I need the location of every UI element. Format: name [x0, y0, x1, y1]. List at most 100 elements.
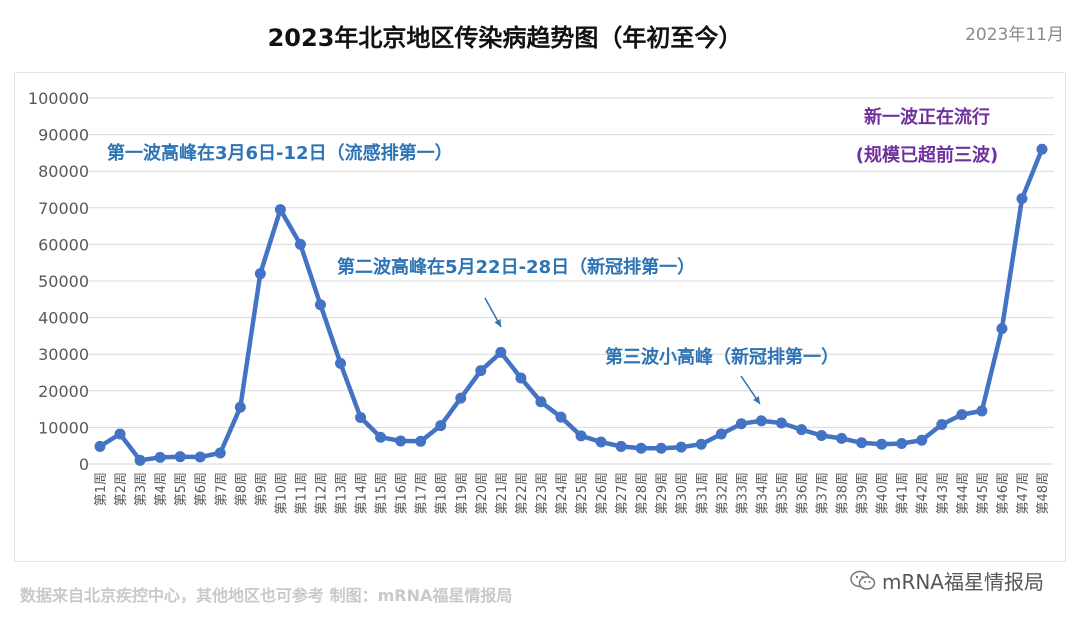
data-point: [655, 442, 667, 454]
data-point: [896, 438, 908, 450]
x-tick-label: 第14周: [355, 472, 370, 515]
y-tick-label: 50000: [38, 272, 89, 291]
data-point: [816, 429, 828, 441]
annotation-label: 新一波正在流行: [864, 106, 990, 128]
x-tick-label: 第7周: [214, 472, 229, 506]
data-point: [234, 401, 246, 413]
x-tick-label: 第15周: [375, 472, 390, 515]
x-tick-label: 第35周: [775, 472, 790, 515]
plot-frame: 0 10000 20000 30000 40000 50000 60000 70000 8000…: [14, 72, 1066, 562]
data-point: [876, 438, 888, 450]
x-tick-label: 第23周: [535, 472, 550, 515]
data-point: [174, 451, 186, 463]
x-tick-label: 第34周: [755, 472, 770, 515]
x-tick-label: 第3周: [134, 472, 149, 506]
x-tick-label: 第22周: [515, 472, 530, 515]
data-point: [134, 454, 146, 466]
x-tick-label: 第39周: [856, 472, 871, 515]
data-point: [114, 428, 126, 440]
x-tick-label: 第24周: [555, 472, 570, 515]
y-tick-label: 60000: [38, 235, 89, 254]
data-point: [214, 447, 226, 459]
x-tick-label: 第25周: [575, 472, 590, 515]
wechat-icon: [850, 570, 876, 590]
data-point: [775, 417, 787, 429]
data-point: [395, 435, 407, 447]
x-tick-label: 第16周: [395, 472, 410, 515]
x-tick-label: 第42周: [916, 472, 931, 515]
x-tick-label: 第28周: [635, 472, 650, 515]
data-point: [836, 432, 848, 444]
annotation-label: 第二波高峰在5月22日-28日（新冠排第一）: [337, 256, 695, 278]
data-point: [675, 441, 687, 453]
data-point: [795, 424, 807, 436]
annotation-label: (规模已超前三波): [856, 144, 998, 166]
data-point: [94, 440, 106, 452]
x-tick-label: 第30周: [675, 472, 690, 515]
data-point: [435, 420, 447, 432]
x-tick-label: 第41周: [896, 472, 911, 515]
x-tick-label: 第45周: [976, 472, 991, 515]
x-tick-label: 第40周: [876, 472, 891, 515]
annotation-label: 第三波小高峰（新冠排第一）: [605, 346, 839, 368]
data-point: [535, 396, 547, 408]
data-point: [996, 323, 1008, 335]
y-tick-label: 20000: [38, 382, 89, 401]
data-point: [735, 418, 747, 430]
data-point: [715, 428, 727, 440]
data-point: [254, 268, 266, 280]
data-point: [755, 415, 767, 427]
x-tick-label: 第5周: [174, 472, 189, 506]
x-tick-label: 第47周: [1016, 472, 1031, 515]
x-tick-label: 第2周: [114, 472, 129, 506]
data-point: [194, 451, 206, 463]
x-tick-label: 第38周: [836, 472, 851, 515]
x-tick-label: 第43周: [936, 472, 951, 515]
y-tick-label: 40000: [38, 309, 89, 328]
chart-title: 2023年北京地区传染病趋势图（年初至今）: [267, 24, 743, 52]
x-tick-label: 第37周: [816, 472, 831, 515]
date-label: 2023年11月: [965, 25, 1064, 45]
x-tick-label: 第12周: [314, 472, 329, 515]
x-tick-label: 第4周: [154, 472, 169, 506]
annotation-arrowhead: [494, 319, 501, 327]
data-point: [1016, 193, 1028, 205]
data-point: [695, 438, 707, 450]
annotation-label: 第一波高峰在3月6日-12日（流感排第一）: [107, 142, 453, 164]
annotation-arrowhead: [753, 396, 760, 404]
y-tick-label: 10000: [38, 418, 89, 437]
source-note: 数据来自北京疾控中心，其他地区也可参考 制图：mRNA福星情报局: [20, 586, 513, 605]
data-point: [274, 204, 286, 216]
data-point: [635, 442, 647, 454]
x-tick-label: 第31周: [695, 472, 710, 515]
x-tick-label: 第48周: [1036, 472, 1051, 515]
x-tick-label: 第33周: [735, 472, 750, 515]
y-tick-label: 30000: [38, 345, 89, 364]
watermark-text: mRNA福星情报局: [881, 570, 1044, 594]
y-tick-label: 0: [79, 455, 89, 474]
x-tick-label: 第13周: [335, 472, 350, 515]
y-tick-label: 80000: [38, 162, 89, 181]
data-point: [936, 418, 948, 430]
x-tick-label: 第46周: [996, 472, 1011, 515]
x-tick-label: 第44周: [956, 472, 971, 515]
data-point: [475, 365, 487, 377]
data-point: [976, 405, 988, 417]
data-point: [916, 434, 928, 446]
data-point: [154, 451, 166, 463]
data-point: [375, 431, 387, 443]
x-tick-label: 第9周: [254, 472, 269, 506]
x-tick-label: 第27周: [615, 472, 630, 515]
data-point: [575, 430, 587, 442]
data-point: [335, 357, 347, 369]
data-point: [615, 440, 627, 452]
watermark: mRNA福星情报局: [850, 566, 1044, 595]
data-point: [455, 392, 467, 404]
data-point: [856, 437, 868, 449]
data-point: [1036, 143, 1048, 155]
x-tick-label: 第36周: [795, 472, 810, 515]
data-point: [355, 412, 367, 424]
data-point: [415, 435, 427, 447]
x-tick-label: 第10周: [274, 472, 289, 515]
data-point: [314, 299, 326, 311]
